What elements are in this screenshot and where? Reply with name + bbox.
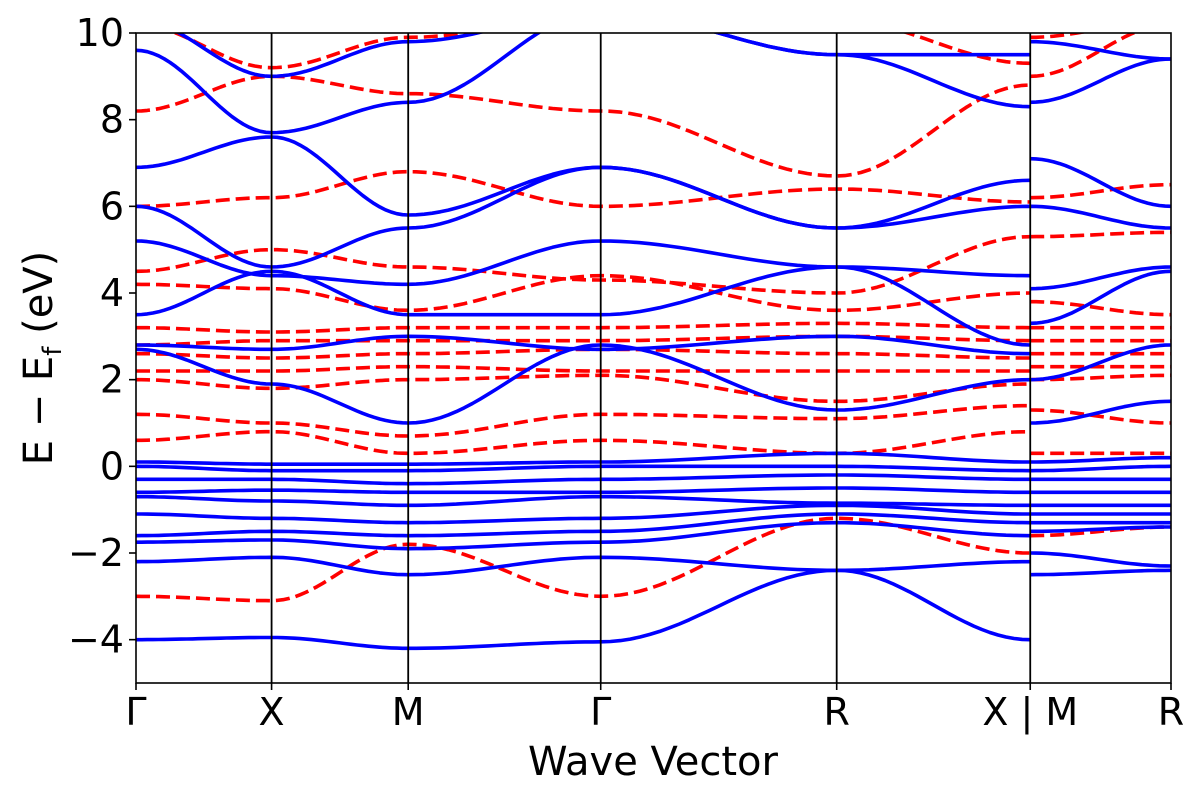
dashed-band-7 [136,321,1171,334]
y-axis-title-main: E − E [16,356,62,466]
x-tick-label: Γ [125,690,146,734]
solid-band-13 [136,239,1171,291]
y-axis-title-unit: (eV) [16,251,62,347]
solid-band-1 [136,551,1171,577]
y-axis-ticks: −4 −2 0 2 4 6 8 10 [68,11,136,662]
solid-band-2 [136,520,1171,551]
dashed-band-8 [136,273,1171,317]
dashed-band-12 [170,33,1088,70]
y-tick-label: 4 [100,271,124,315]
x-tick-label: R [823,690,849,734]
y-tick-label: −4 [68,618,124,662]
y-tick-label: 10 [76,11,124,55]
dashed-band-11 [136,33,1139,178]
dashed-band-9 [136,230,1171,295]
x-tick-label: X [259,690,285,734]
y-tick-label: 6 [100,184,124,228]
dashed-band-2 [136,403,1171,438]
dashed-band-5 [136,347,1171,360]
dashed-band-3 [136,373,1171,404]
solid-band-6 [136,486,1171,495]
solid-band-0 [136,568,1171,651]
solid-band-7 [136,473,1171,486]
y-tick-label: 2 [100,358,124,402]
solid-band-11 [136,334,1171,382]
high-symmetry-lines [270,33,1032,683]
dashed-band-10 [136,169,1171,209]
solid-band-3 [136,512,1171,538]
solid-band-4 [136,503,1171,525]
solid-band-17 [175,33,1171,79]
solid-band-9 [136,451,1171,466]
solid-band-8 [136,464,1171,473]
x-tick-label: R [1158,690,1184,734]
solid-band-16 [136,33,1171,135]
bands-layer [136,33,1171,651]
solid-band-10 [136,343,1171,425]
dashed-band-0 [136,516,1171,603]
x-tick-label: Γ [590,690,611,734]
x-axis-title: Wave Vector [528,739,779,785]
dashed-band-4 [136,364,1171,373]
y-axis-title-subscript: f [38,346,68,356]
x-tick-label: X | M [982,690,1078,735]
y-tick-label: 8 [100,98,124,142]
solid-band-5 [136,494,1171,508]
solid-band-15 [136,135,1171,230]
y-tick-label: −2 [68,531,124,575]
y-axis-title: E − Ef (eV) [16,251,68,466]
x-tick-label: M [392,690,425,734]
plot-frame [135,32,1172,684]
dashed-band-1 [136,429,1171,456]
x-axis-ticks: Γ X M Γ R X | M R [125,683,1184,735]
y-tick-label: 0 [100,444,124,488]
